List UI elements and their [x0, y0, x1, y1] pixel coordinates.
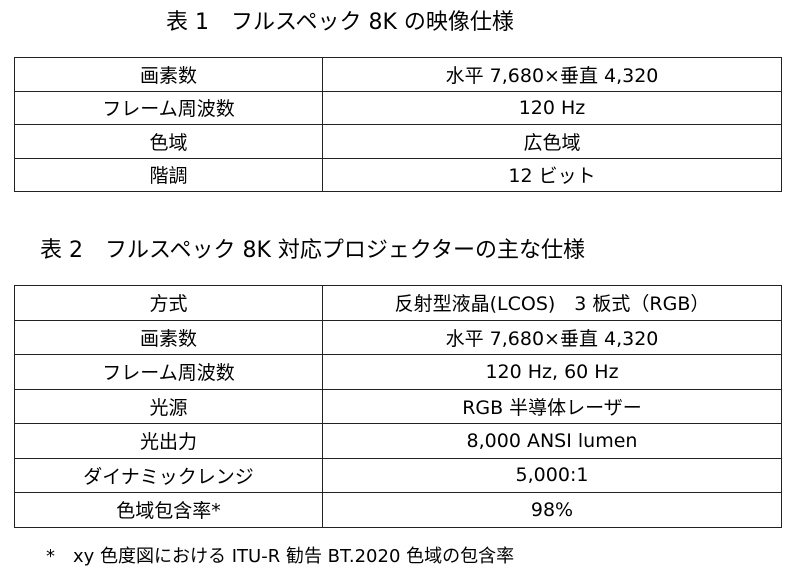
- row-label: 画素数: [14, 319, 323, 355]
- table-row: 色域包含率* 98%: [14, 492, 782, 528]
- row-label: 光源: [14, 388, 323, 424]
- table2-title: 表 2 フルスペック 8K 対応プロジェクターの主な仕様: [40, 238, 585, 263]
- row-value: 5,000:1: [322, 457, 782, 493]
- row-value: 12 ビット: [322, 157, 782, 192]
- row-label: 方式: [14, 285, 323, 321]
- table-row: 画素数 水平 7,680×垂直 4,320: [14, 319, 782, 355]
- row-label: フレーム周波数: [14, 90, 323, 125]
- table-row: フレーム周波数 120 Hz: [14, 90, 782, 125]
- projector-spec-table: 方式 反射型液晶(LCOS) 3 板式（RGB） 画素数 水平 7,680×垂直…: [14, 285, 782, 528]
- row-label: 画素数: [14, 57, 323, 92]
- table1-title: 表 1 フルスペック 8K の映像仕様: [166, 10, 514, 35]
- row-label: 色域包含率*: [14, 492, 323, 528]
- video-spec-table: 画素数 水平 7,680×垂直 4,320 フレーム周波数 120 Hz 色域 …: [14, 57, 782, 192]
- row-value: 120 Hz, 60 Hz: [322, 354, 782, 390]
- row-value: 水平 7,680×垂直 4,320: [322, 57, 782, 92]
- table-row: 光出力 8,000 ANSI lumen: [14, 423, 782, 459]
- row-label: ダイナミックレンジ: [14, 457, 323, 493]
- row-label: 階調: [14, 157, 323, 192]
- row-value: 反射型液晶(LCOS) 3 板式（RGB）: [322, 285, 782, 321]
- table-row: 画素数 水平 7,680×垂直 4,320: [14, 57, 782, 92]
- row-value: 120 Hz: [322, 90, 782, 125]
- row-value: RGB 半導体レーザー: [322, 388, 782, 424]
- row-label: フレーム周波数: [14, 354, 323, 390]
- row-value: 98%: [322, 492, 782, 528]
- table-row: 色域 広色域: [14, 124, 782, 159]
- row-value: 8,000 ANSI lumen: [322, 423, 782, 459]
- table-row: 方式 反射型液晶(LCOS) 3 板式（RGB）: [14, 285, 782, 321]
- row-label: 光出力: [14, 423, 323, 459]
- footnote: * xy 色度図における ITU-R 勧告 BT.2020 色域の包含率: [46, 546, 515, 567]
- row-value: 水平 7,680×垂直 4,320: [322, 319, 782, 355]
- table-row: ダイナミックレンジ 5,000:1: [14, 457, 782, 493]
- table-row: 光源 RGB 半導体レーザー: [14, 388, 782, 424]
- table-row: 階調 12 ビット: [14, 157, 782, 192]
- table-row: フレーム周波数 120 Hz, 60 Hz: [14, 354, 782, 390]
- row-label: 色域: [14, 124, 323, 159]
- row-value: 広色域: [322, 124, 782, 159]
